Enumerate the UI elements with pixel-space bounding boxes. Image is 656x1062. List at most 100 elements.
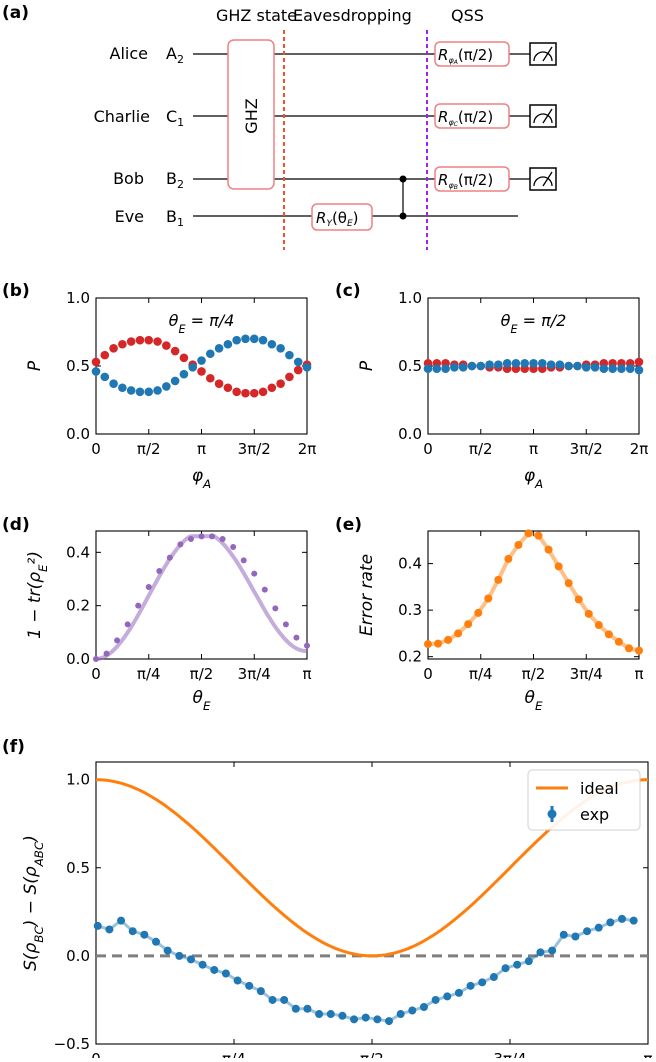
y-tick-label: 0.4 (398, 555, 422, 573)
exp-data-point (361, 1013, 370, 1022)
chart-entropy-difference: 0π/4π/23π/4π−0.50.00.51.0θES(ρBC) − S(ρA… (21, 761, 653, 1062)
red-data-point (197, 367, 206, 376)
x-tick-label: 2π (630, 440, 649, 458)
exp-data-point (396, 1010, 405, 1019)
blue-data-point (634, 365, 644, 375)
x-tick-label: 3π/4 (238, 665, 271, 683)
blue-data-point (135, 387, 145, 397)
blue-data-point (432, 364, 442, 374)
exp-data-point (268, 995, 277, 1004)
exp-data-point (559, 930, 568, 939)
exp-data-point (373, 1015, 382, 1024)
blue-data-point (214, 344, 224, 353)
exp-data-point (326, 1010, 335, 1019)
blue-data-point (617, 364, 626, 374)
exp-data-point (594, 923, 603, 932)
x-tick-label: π/2 (360, 1050, 384, 1058)
exp-data-point (443, 992, 452, 1001)
panel-label-f: (f) (2, 737, 25, 757)
y-axis-label: Error rate (357, 554, 377, 636)
red-data-point (293, 365, 303, 375)
svg-text:RφA(π/2): RφA(π/2) (438, 46, 493, 66)
y-axis-label: 1 − tr(ρE²) (25, 551, 50, 639)
purity-data-point (230, 544, 237, 550)
error-rate-data-point (544, 545, 553, 554)
x-tick-label: π (634, 665, 643, 683)
rotation-gate-bob: RφB(π/2) (434, 166, 510, 192)
exp-data-point (419, 1002, 428, 1011)
error-rate-data-point (494, 575, 503, 584)
qubit-b1: B1 (166, 207, 184, 229)
exp-data-point (583, 927, 592, 936)
blue-data-point (285, 350, 294, 360)
y-tick-label: 0.0 (66, 650, 90, 668)
svg-text:RφB(π/2): RφB(π/2) (438, 171, 493, 191)
blue-data-point (91, 367, 101, 376)
exp-data-point (618, 914, 627, 923)
circuit-diagram: GHZ state Eavesdropping QSS Alice Charli… (94, 6, 557, 250)
purity-data-point (93, 656, 99, 662)
blue-data-point (502, 358, 512, 368)
blue-data-point (511, 358, 521, 368)
blue-data-point (494, 360, 503, 369)
panel-label-c: (c) (335, 281, 361, 301)
blue-data-point (302, 363, 312, 372)
x-tick-label: π (643, 1050, 652, 1058)
exp-data-point (280, 995, 289, 1004)
exp-data-point (408, 1006, 417, 1015)
exp-data-point (466, 981, 475, 990)
error-rate-data-point (424, 640, 432, 649)
eve-ry-gate (311, 203, 373, 231)
svg-text:RφC(π/2): RφC(π/2) (438, 108, 493, 128)
exp-data-point (489, 973, 498, 982)
x-tick-label: 0 (423, 665, 433, 683)
blue-data-point (249, 334, 259, 344)
y-tick-label: 0.0 (398, 425, 422, 443)
exp-data-point (303, 1004, 312, 1013)
red-data-point (276, 379, 285, 388)
qubit-b2: B2 (166, 169, 184, 191)
purity-data-point (114, 637, 121, 644)
red-data-point (232, 387, 241, 397)
x-tick-label: 0 (423, 440, 433, 458)
x-tick-label: 3π/2 (570, 440, 603, 458)
purity-data-point (135, 602, 142, 609)
error-rate-data-point (474, 608, 483, 617)
x-tick-label: π/4 (222, 1050, 246, 1058)
error-rate-data-point (554, 562, 563, 571)
exp-data-point (571, 932, 580, 941)
exp-data-point (117, 916, 126, 925)
x-tick-label: π (529, 440, 538, 458)
x-axis-label: φA (524, 466, 543, 491)
cz-target-dot (399, 212, 407, 220)
y-tick-label: 1.0 (398, 289, 422, 307)
blue-data-point (573, 361, 582, 371)
blue-data-point (276, 344, 285, 353)
exp-data-point (233, 976, 242, 985)
blue-data-point (625, 364, 635, 374)
rotation-gate-alice: RφA(π/2) (434, 41, 510, 67)
blue-data-point (100, 372, 110, 382)
theta-annotation: θE = π/4 (169, 311, 235, 336)
party-charlie: Charlie (94, 107, 150, 126)
exp-line (97, 917, 634, 1023)
qubit-a2: A2 (166, 44, 184, 66)
blue-data-point (467, 361, 477, 371)
y-axis-label: P (357, 360, 377, 371)
purity-data-point (303, 642, 310, 649)
qubit-c1: C1 (166, 107, 184, 129)
exp-data-point (128, 927, 137, 936)
exp-data-point (536, 948, 545, 957)
exp-data-point (606, 918, 615, 927)
y-tick-label: 0.5 (66, 859, 90, 877)
blue-data-point (144, 387, 154, 397)
x-tick-label: 0 (91, 1050, 101, 1058)
panel-label-e: (e) (335, 515, 362, 535)
blue-data-point (205, 349, 215, 359)
exp-data-point (338, 1011, 347, 1020)
purity-data-point (293, 634, 300, 641)
x-tick-label: π/2 (137, 440, 161, 458)
exp-data-point (105, 925, 114, 934)
purity-data-point (103, 650, 110, 657)
